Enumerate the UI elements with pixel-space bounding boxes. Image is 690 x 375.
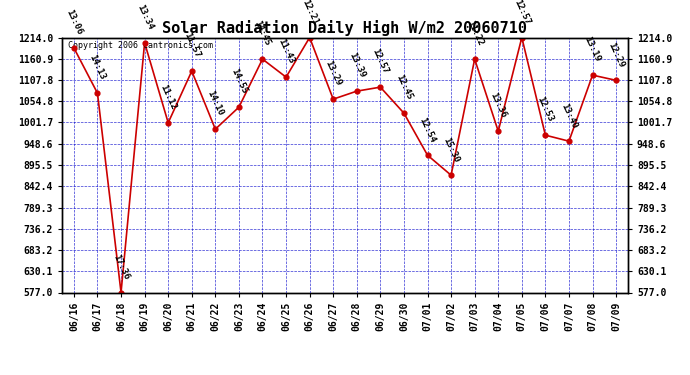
Text: 12:29: 12:29: [607, 41, 626, 69]
Text: 13:34: 13:34: [135, 3, 155, 31]
Text: 13:36: 13:36: [489, 92, 508, 120]
Text: 14:13: 14:13: [88, 54, 107, 82]
Point: [375, 84, 386, 90]
Text: 11:57: 11:57: [182, 32, 201, 60]
Text: 14:45: 14:45: [253, 20, 273, 48]
Title: Solar Radiation Daily High W/m2 20060710: Solar Radiation Daily High W/m2 20060710: [163, 20, 527, 36]
Point: [540, 132, 551, 138]
Point: [398, 110, 409, 116]
Point: [328, 96, 339, 102]
Text: 13:06: 13:06: [64, 8, 83, 36]
Point: [611, 77, 622, 83]
Point: [233, 104, 244, 110]
Text: Copyright 2006 Cantronics.com: Copyright 2006 Cantronics.com: [68, 41, 213, 50]
Text: 11:22: 11:22: [465, 20, 484, 48]
Text: 12:57: 12:57: [512, 0, 531, 26]
Point: [281, 74, 292, 80]
Text: 14:55: 14:55: [229, 68, 248, 96]
Point: [115, 290, 126, 296]
Point: [210, 126, 221, 132]
Text: 11:12: 11:12: [159, 83, 178, 111]
Point: [139, 40, 150, 46]
Text: 12:54: 12:54: [417, 116, 437, 144]
Point: [163, 120, 174, 126]
Point: [493, 128, 504, 134]
Point: [92, 90, 103, 96]
Text: 11:43: 11:43: [276, 38, 296, 66]
Point: [68, 45, 79, 51]
Text: 13:19: 13:19: [583, 36, 602, 64]
Point: [422, 152, 433, 158]
Text: 12:21: 12:21: [300, 0, 319, 26]
Text: 17:36: 17:36: [111, 253, 131, 281]
Text: 14:10: 14:10: [206, 90, 225, 118]
Point: [257, 56, 268, 62]
Point: [304, 34, 315, 40]
Text: 12:45: 12:45: [394, 74, 414, 102]
Text: 12:53: 12:53: [535, 96, 555, 124]
Text: 12:57: 12:57: [371, 48, 390, 76]
Point: [564, 138, 575, 144]
Point: [587, 72, 598, 78]
Text: 15:30: 15:30: [442, 136, 461, 164]
Text: 13:29: 13:29: [324, 60, 343, 88]
Point: [469, 56, 480, 62]
Point: [186, 68, 197, 74]
Text: 13:40: 13:40: [559, 102, 579, 130]
Text: 13:39: 13:39: [347, 51, 366, 80]
Point: [446, 172, 457, 178]
Point: [516, 34, 527, 40]
Point: [351, 88, 362, 94]
